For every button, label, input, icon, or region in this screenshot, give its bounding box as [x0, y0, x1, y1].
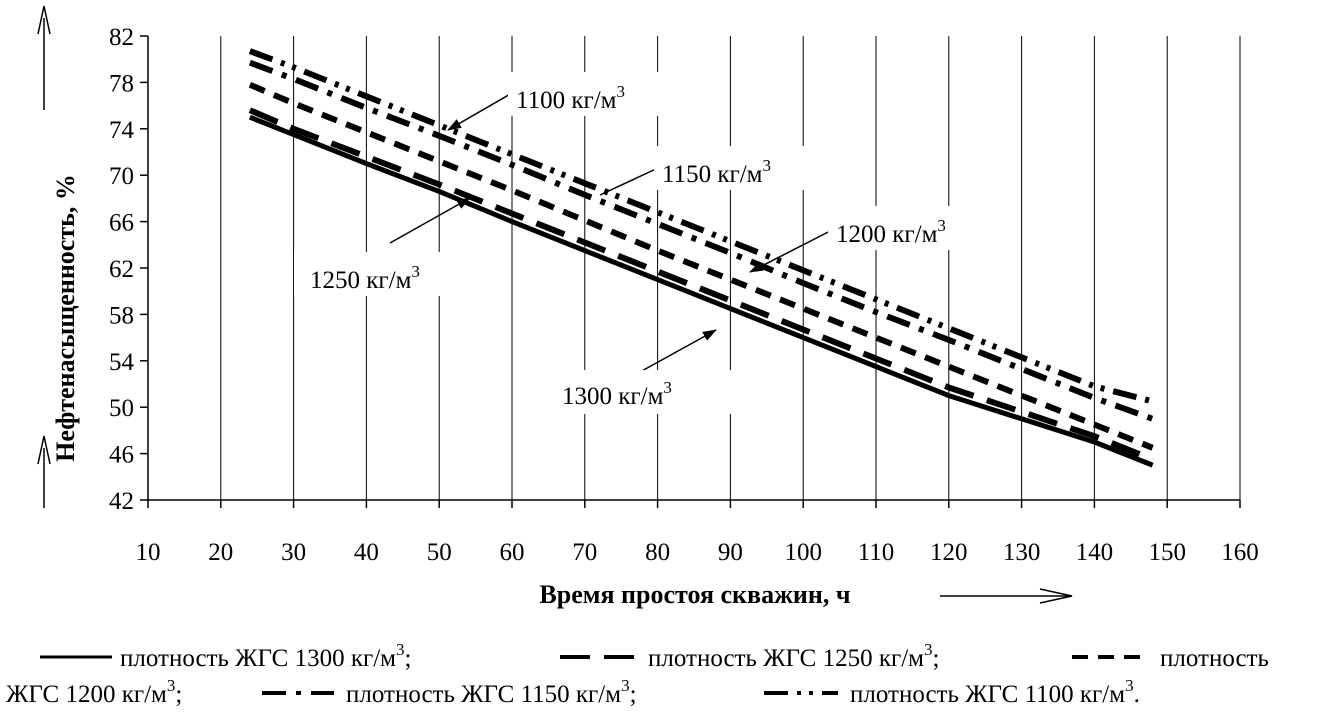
- y-tick-label: 70: [109, 163, 134, 190]
- svg-text:плотность ЖГС 1100 кг/м3.: плотность ЖГС 1100 кг/м3.: [850, 676, 1140, 708]
- x-tick-label: 40: [354, 539, 379, 566]
- y-direction-arrow: [37, 5, 51, 110]
- y-tick-label: 50: [109, 395, 134, 422]
- x-axis-title: Время простоя скважин, ч: [539, 580, 850, 609]
- legend-item-1200-sample: плотность: [1072, 645, 1269, 672]
- y-tick-label: 46: [109, 442, 134, 469]
- y-tick-label: 58: [109, 302, 134, 329]
- svg-text:плотность ЖГС 1250 кг/м3;: плотность ЖГС 1250 кг/м3;: [648, 640, 939, 672]
- x-tick-label: 30: [281, 539, 306, 566]
- y-axis-title: Нефтенасыщенность, %: [51, 174, 80, 462]
- legend-1250-text: плотность ЖГС 1250 кг/м: [648, 645, 924, 672]
- legend-item-1250: плотность ЖГС 1250 кг/м3;: [560, 640, 939, 672]
- y-tick-label: 66: [109, 210, 134, 237]
- annotation-1300: 1300 кг/м3: [548, 329, 734, 414]
- annotation-1250: 1250 кг/м3: [294, 197, 480, 296]
- x-tick-label: 100: [784, 539, 822, 566]
- y-tick-label: 42: [109, 488, 134, 515]
- y-tick-label: 82: [109, 24, 134, 51]
- legend-1100-sup: 3: [1125, 676, 1134, 695]
- x-tick-label: 160: [1221, 539, 1259, 566]
- legend-item-1300: плотность ЖГС 1300 кг/м3;: [40, 640, 411, 672]
- annotation-1250-text: 1250 кг/м: [310, 267, 412, 294]
- annotation-1250-sup: 3: [411, 262, 420, 281]
- annotation-1100: 1100 кг/м3: [447, 72, 676, 131]
- x-tick-label: 120: [930, 539, 968, 566]
- x-tick-label: 50: [427, 539, 452, 566]
- legend-1150-sup: 3: [621, 676, 630, 695]
- series-lines: [248, 48, 1154, 468]
- annotation-1300-sup: 3: [663, 378, 672, 397]
- legend-1200-sup: 3: [167, 676, 176, 695]
- svg-text:1150 кг/м3: 1150 кг/м3: [662, 156, 771, 188]
- svg-text:1300 кг/м3: 1300 кг/м3: [562, 378, 672, 410]
- annotation-1150-sup: 3: [763, 156, 772, 175]
- x-direction-arrow: [940, 588, 1073, 604]
- x-tick-label: 90: [718, 539, 743, 566]
- x-tick-label: 150: [1148, 539, 1186, 566]
- legend-1250-post: ;: [933, 645, 940, 672]
- x-tick-label: 140: [1076, 539, 1114, 566]
- legend: плотность ЖГС 1300 кг/м3; плотность ЖГС …: [6, 640, 1269, 708]
- legend-1100-post: .: [1134, 681, 1140, 708]
- annotation-1300-text: 1300 кг/м: [562, 383, 664, 410]
- x-tick-label: 130: [1003, 539, 1041, 566]
- annotation-1200-sup: 3: [937, 216, 946, 235]
- y-tick-label: 54: [109, 349, 135, 376]
- series-line-1: [248, 107, 1154, 463]
- annotation-1100-sup: 3: [617, 82, 626, 101]
- y-tick-label: 62: [109, 256, 134, 283]
- annotation-1100-text: 1100 кг/м: [516, 87, 617, 114]
- legend-1100-text: плотность ЖГС 1100 кг/м: [850, 681, 1125, 708]
- legend-1150-text: плотность ЖГС 1150 кг/м: [346, 681, 621, 708]
- x-tick-label: 10: [136, 539, 161, 566]
- svg-text:ЖГС 1200 кг/м3;: ЖГС 1200 кг/м3;: [6, 676, 182, 708]
- svg-text:плотность: плотность: [1160, 645, 1269, 672]
- annotation-1150-text: 1150 кг/м: [662, 161, 763, 188]
- legend-1300-sup: 3: [396, 640, 405, 659]
- series-line-4: [248, 48, 1154, 405]
- legend-plotnost-text: плотность: [1160, 645, 1269, 672]
- legend-1200-text: ЖГС 1200 кг/м: [6, 681, 167, 708]
- x-tick-label: 70: [572, 539, 597, 566]
- y-tick-label: 78: [109, 70, 134, 97]
- x-tick-label: 60: [500, 539, 525, 566]
- svg-text:плотность ЖГС 1150 кг/м3;: плотность ЖГС 1150 кг/м3;: [346, 676, 637, 708]
- legend-item-1100: плотность ЖГС 1100 кг/м3.: [764, 676, 1140, 708]
- annotation-1150: 1150 кг/м3: [599, 146, 822, 196]
- legend-1250-sup: 3: [924, 640, 933, 659]
- annotation-1200-text: 1200 кг/м: [836, 221, 938, 248]
- svg-text:1100 кг/м3: 1100 кг/м3: [516, 82, 625, 114]
- series-line-0: [248, 114, 1154, 468]
- x-tick-label: 20: [208, 539, 233, 566]
- legend-item-1150: плотность ЖГС 1150 кг/м3;: [262, 676, 637, 708]
- svg-text:плотность ЖГС 1300 кг/м3;: плотность ЖГС 1300 кг/м3;: [120, 640, 411, 672]
- legend-item-1200: ЖГС 1200 кг/м3;: [6, 676, 182, 708]
- series-line-2: [248, 81, 1154, 451]
- svg-text:1200 кг/м3: 1200 кг/м3: [836, 216, 946, 248]
- x-ticks: 10 20 30 40 50 60 70 80 90 100 110 120 130 140 150 160: [136, 500, 1259, 566]
- legend-1300-text: плотность ЖГС 1300 кг/м: [120, 645, 396, 672]
- series-line-3: [248, 59, 1154, 422]
- svg-text:1250 кг/м3: 1250 кг/м3: [310, 262, 420, 294]
- annotation-1200: 1200 кг/м3: [749, 206, 996, 273]
- legend-1200-post: ;: [175, 681, 182, 708]
- y-ticks: 42 46 50 54 58 62 66 70 74 78 82: [109, 24, 148, 515]
- y-direction-arrow-bottom: [37, 435, 51, 508]
- y-tick-label: 74: [109, 117, 135, 144]
- legend-1300-post: ;: [405, 645, 412, 672]
- x-tick-label: 80: [645, 539, 670, 566]
- legend-1150-post: ;: [630, 681, 637, 708]
- x-tick-label: 110: [858, 539, 895, 566]
